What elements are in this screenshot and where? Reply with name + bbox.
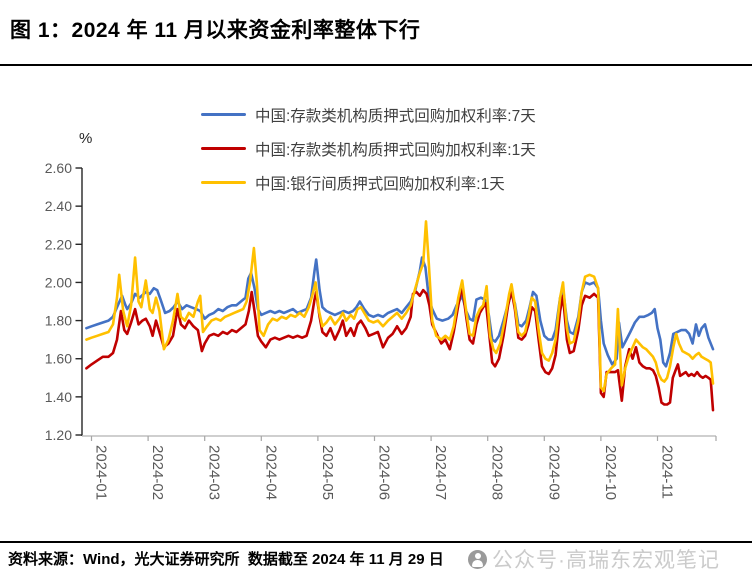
x-tick-label: 2024-05 [319, 445, 336, 500]
legend-line-swatch [201, 112, 246, 117]
y-tick-label: 2.60 [45, 160, 72, 176]
y-tick-label: 1.40 [45, 389, 72, 405]
legend-line-swatch [201, 180, 246, 185]
x-tick-label: 2024-08 [489, 445, 506, 500]
x-tick-label: 2024-07 [432, 445, 449, 500]
legend-item-2: 中国:银行间质押式回购加权利率:1天 [201, 171, 536, 194]
y-tick-label: 1.60 [45, 351, 72, 367]
figure-title: 图 1：2024 年 11 月以来资金利率整体下行 [10, 19, 421, 42]
x-tick-label: 2024-06 [376, 445, 393, 500]
x-tick-label: 2024-03 [206, 445, 223, 500]
legend-item-0: 中国:存款类机构质押式回购加权利率:7天 [201, 103, 536, 126]
series-line-2 [85, 220, 715, 393]
y-tick-label: 1.80 [45, 313, 72, 329]
legend-item-1: 中国:存款类机构质押式回购加权利率:1天 [201, 137, 536, 160]
chart-area: 1.20 1.40 1.60 1.80 2.00 2.20 2.40 2.60 2024-01 2… [0, 85, 752, 520]
legend-label: 中国:存款类机构质押式回购加权利率:1天 [255, 141, 536, 159]
y-axis-unit: % [79, 130, 92, 147]
series-line-1 [85, 284, 715, 412]
title-divider [0, 64, 752, 66]
y-tick-label: 2.00 [45, 274, 72, 290]
x-tick-label: 2024-02 [149, 445, 166, 500]
watermark: 公众号·高瑞东宏观笔记 [468, 544, 720, 574]
y-tick-label: 2.20 [45, 236, 72, 252]
source-note: 资料来源：Wind，光大证券研究所 数据截至 2024 年 11 月 29 日 [8, 551, 444, 568]
chart-svg: 1.20 1.40 1.60 1.80 2.00 2.20 2.40 2.60 2024-01 2… [45, 130, 717, 500]
legend-line-swatch [201, 146, 246, 151]
legend-label: 中国:存款类机构质押式回购加权利率:7天 [255, 107, 536, 125]
x-tick-label: 2024-09 [545, 445, 562, 500]
x-tick-label: 2024-10 [602, 445, 619, 500]
x-tick-label: 2024-04 [262, 445, 279, 500]
footer-divider [0, 541, 752, 543]
legend-label: 中国:银行间质押式回购加权利率:1天 [255, 175, 505, 193]
wechat-official-account-icon [468, 549, 487, 569]
x-tick-label: 2024-01 [93, 445, 110, 500]
y-tick-label: 2.40 [45, 198, 72, 214]
y-tick-label: 1.20 [45, 427, 72, 443]
watermark-text: 公众号·高瑞东宏观笔记 [492, 549, 720, 572]
chart-legend: 中国:存款类机构质押式回购加权利率:7天 中国:存款类机构质押式回购加权利率:1天… [201, 103, 536, 194]
x-tick-label: 2024-11 [659, 445, 676, 499]
